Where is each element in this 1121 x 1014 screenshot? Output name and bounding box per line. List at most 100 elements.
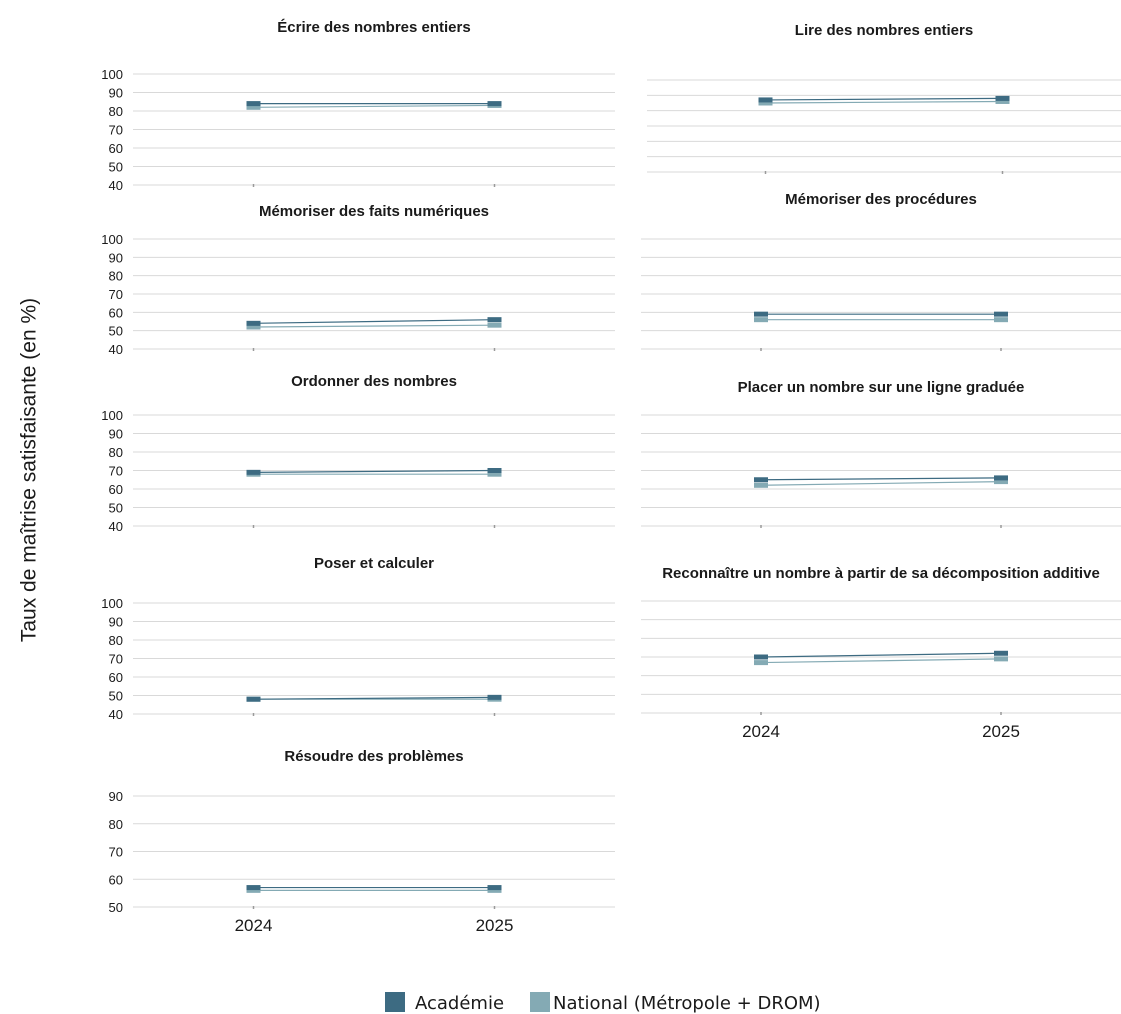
series-line-academie — [765, 97, 1003, 101]
y-tick-label: 60 — [109, 141, 123, 156]
data-point-national — [994, 479, 1008, 485]
data-point-academie — [246, 101, 261, 107]
x-tick-label: 2025 — [476, 916, 514, 935]
data-point-national — [754, 317, 768, 323]
data-point-national — [758, 100, 773, 106]
legend-label-national: National (Métropole + DROM) — [553, 993, 821, 1014]
data-point-national — [246, 104, 261, 110]
chart-panel-6: Placer un nombre sur une ligne graduée — [641, 379, 1121, 528]
chart-panel-5: Ordonner des nombres 100 90 80 70 60 50 40 — [101, 373, 615, 534]
series-line-national — [760, 481, 1002, 486]
data-point-national — [487, 471, 502, 477]
data-point-academie — [246, 469, 261, 475]
chart-panel-9: Résoudre des problèmes 90 80 70 60 50 2024 2025 — [109, 748, 615, 935]
y-tick-label: 60 — [109, 305, 123, 320]
data-point-academie — [994, 475, 1008, 481]
y-tick-label: 80 — [109, 269, 123, 284]
y-tick-label: 60 — [109, 482, 123, 497]
data-point-academie — [754, 654, 768, 660]
chart-title: Mémoriser des faits numériques — [259, 203, 489, 220]
data-point-national — [487, 887, 502, 893]
series-line-national — [253, 324, 495, 328]
data-point-academie — [246, 885, 261, 891]
data-point-academie — [994, 311, 1008, 317]
chart-panel-7: Poser et calculer 100 90 80 70 60 50 40 — [101, 555, 615, 722]
data-point-national — [246, 887, 261, 893]
data-point-national — [994, 656, 1008, 662]
series-line-academie — [760, 652, 1002, 658]
chart-title: Lire des nombres entiers — [795, 22, 973, 39]
data-point-academie — [754, 477, 768, 483]
y-tick-label: 60 — [109, 670, 123, 685]
y-tick-label: 90 — [109, 250, 123, 265]
chart-title: Résoudre des problèmes — [284, 748, 463, 765]
series-line-national — [760, 658, 1002, 664]
chart-title: Reconnaître un nombre à partir de sa déc… — [662, 565, 1100, 582]
y-tick-label: 50 — [109, 501, 123, 516]
data-point-academie — [487, 694, 502, 700]
y-tick-label: 100 — [101, 408, 123, 423]
data-point-national — [994, 317, 1008, 323]
y-tick-label: 80 — [109, 445, 123, 460]
series-line-academie — [253, 319, 495, 324]
data-point-national — [754, 660, 768, 666]
series-line-academie — [760, 477, 1002, 481]
y-tick-label: 80 — [109, 104, 123, 119]
data-point-academie — [487, 468, 502, 473]
x-tick-label: 2024 — [742, 722, 780, 741]
y-tick-label: 50 — [109, 160, 123, 175]
series-line-national — [253, 104, 495, 108]
data-point-academie — [246, 320, 261, 326]
series-line-academie — [253, 696, 495, 700]
panels-layer: Écrire des nombres entiers 100 90 80 70 60 50 4… — [101, 19, 1121, 935]
data-point-academie — [487, 885, 502, 891]
y-tick-label: 70 — [109, 287, 123, 302]
legend-swatch-national — [530, 992, 550, 1012]
legend: Académie National (Métropole + DROM) — [385, 992, 821, 1014]
chart-title: Placer un nombre sur une ligne graduée — [738, 379, 1025, 396]
y-axis-label-container: Taux de maîtrise satisfaisante (en %) — [18, 298, 41, 642]
y-tick-label: 90 — [109, 615, 123, 630]
data-point-academie — [754, 311, 768, 317]
y-tick-label: 80 — [109, 633, 123, 648]
chart-title: Poser et calculer — [314, 555, 434, 572]
data-point-national — [487, 322, 502, 328]
y-tick-label: 40 — [109, 707, 123, 722]
y-tick-label: 70 — [109, 464, 123, 479]
legend-label-academie: Académie — [415, 993, 504, 1014]
y-tick-label: 90 — [109, 789, 123, 804]
data-point-national — [995, 98, 1010, 104]
x-tick-label: 2024 — [235, 916, 273, 935]
chart-panel-2: Lire des nombres entiers — [647, 22, 1121, 174]
y-tick-label: 50 — [109, 324, 123, 339]
y-tick-label: 70 — [109, 845, 123, 860]
chart-title: Mémoriser des procédures — [785, 191, 977, 208]
y-tick-label: 90 — [109, 427, 123, 442]
series-line-academie — [253, 469, 495, 473]
y-tick-label: 70 — [109, 123, 123, 138]
data-point-academie — [246, 696, 261, 702]
data-point-academie — [487, 101, 502, 107]
data-point-national — [246, 324, 261, 330]
y-tick-label: 100 — [101, 67, 123, 82]
y-tick-label: 40 — [109, 519, 123, 534]
chart-panel-3: Mémoriser des faits numériques 100 90 80 70 6… — [101, 203, 615, 357]
y-tick-label: 60 — [109, 872, 123, 887]
y-tick-label: 40 — [109, 178, 123, 193]
y-tick-label: 90 — [109, 86, 123, 101]
chart-panel-8: Reconnaître un nombre à partir de sa déc… — [641, 565, 1121, 741]
data-point-academie — [995, 95, 1010, 101]
y-tick-label: 40 — [109, 342, 123, 357]
data-point-academie — [487, 317, 502, 323]
legend-swatch-academie — [385, 992, 405, 1012]
series-line-national — [765, 100, 1003, 104]
y-axis-label: Taux de maîtrise satisfaisante (en %) — [18, 298, 41, 642]
data-point-academie — [758, 97, 773, 103]
y-tick-label: 80 — [109, 817, 123, 832]
chart-title: Ordonner des nombres — [291, 373, 457, 390]
x-tick-label: 2025 — [982, 722, 1020, 741]
y-tick-label: 50 — [109, 900, 123, 915]
chart-title: Écrire des nombres entiers — [277, 19, 470, 36]
y-tick-label: 100 — [101, 232, 123, 247]
